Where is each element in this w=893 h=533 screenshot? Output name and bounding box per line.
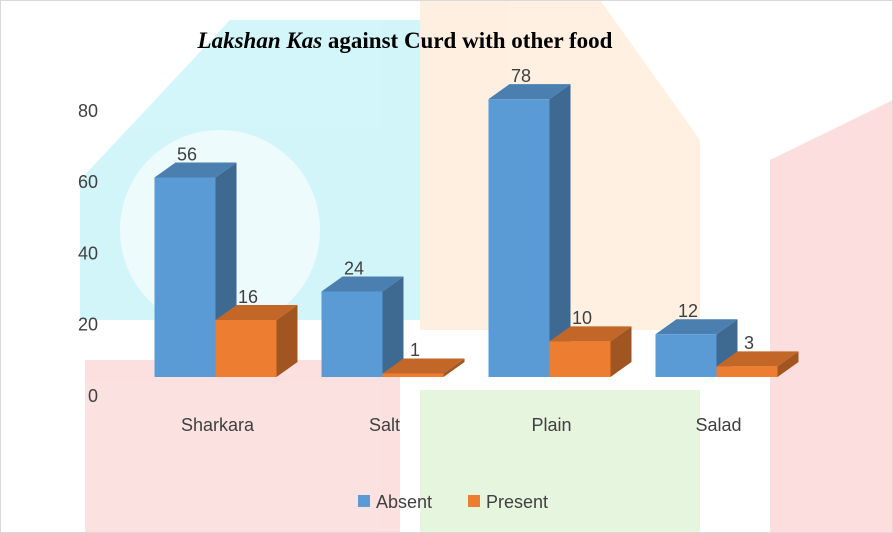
y-tick-label: 80: [78, 101, 98, 121]
legend-swatch: [468, 495, 480, 507]
bar: [489, 84, 571, 377]
chart: Lakshan Kas against Curd with other food…: [0, 0, 893, 533]
y-tick-label: 40: [78, 243, 98, 263]
value-label: 56: [177, 144, 197, 164]
value-label: 3: [744, 333, 754, 353]
bar-front: [216, 320, 277, 377]
x-tick-label: Sharkara: [181, 415, 255, 435]
legend-label: Present: [486, 492, 548, 512]
value-label: 12: [678, 301, 698, 321]
bar-front: [489, 99, 550, 377]
bar-front: [155, 178, 216, 378]
bar-front: [322, 292, 383, 378]
legend-label: Absent: [376, 492, 432, 512]
title-rest: against Curd with other food: [328, 28, 613, 53]
y-tick-label: 60: [78, 172, 98, 192]
bar-front: [550, 341, 611, 377]
value-label: 10: [572, 308, 592, 328]
bar: [322, 277, 404, 378]
bar: [216, 305, 298, 377]
bar: [550, 326, 632, 377]
value-label: 24: [344, 258, 364, 278]
bar-front: [717, 366, 778, 377]
value-label: 78: [511, 66, 531, 86]
title-italic: Lakshan Kas: [197, 28, 323, 53]
chart-title: Lakshan Kas against Curd with other food: [197, 28, 613, 53]
x-tick-label: Salad: [695, 415, 741, 435]
y-tick-label: 0: [88, 386, 98, 406]
bar-front: [383, 373, 444, 377]
value-label: 1: [410, 340, 420, 360]
x-tick-label: Plain: [531, 415, 571, 435]
y-tick-label: 20: [78, 315, 98, 335]
x-tick-label: Salt: [369, 415, 400, 435]
legend-swatch: [358, 495, 370, 507]
value-label: 16: [238, 287, 258, 307]
bar-front: [656, 334, 717, 377]
